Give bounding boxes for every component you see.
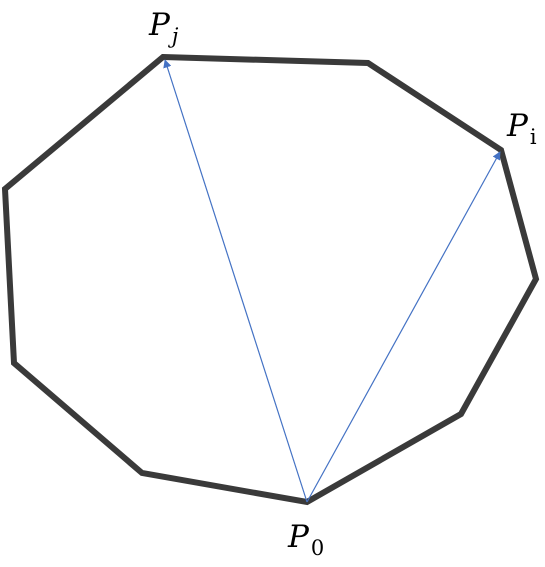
vector-p0-to-pi (306, 151, 501, 503)
label-p0-subscript: 0 (311, 536, 324, 560)
convex-polygon (1, 53, 540, 506)
label-pi-subscript: i (530, 125, 537, 149)
label-p0: P0 (287, 519, 324, 560)
label-pi: Pi (506, 108, 537, 149)
label-pj-base: P (148, 7, 171, 43)
label-pj-subscript: j (168, 24, 179, 48)
label-pj: Pj (148, 7, 179, 48)
label-p0-base: P (287, 519, 310, 555)
label-pi-base: P (506, 108, 529, 144)
vector-p0-to-pj (163, 59, 308, 503)
